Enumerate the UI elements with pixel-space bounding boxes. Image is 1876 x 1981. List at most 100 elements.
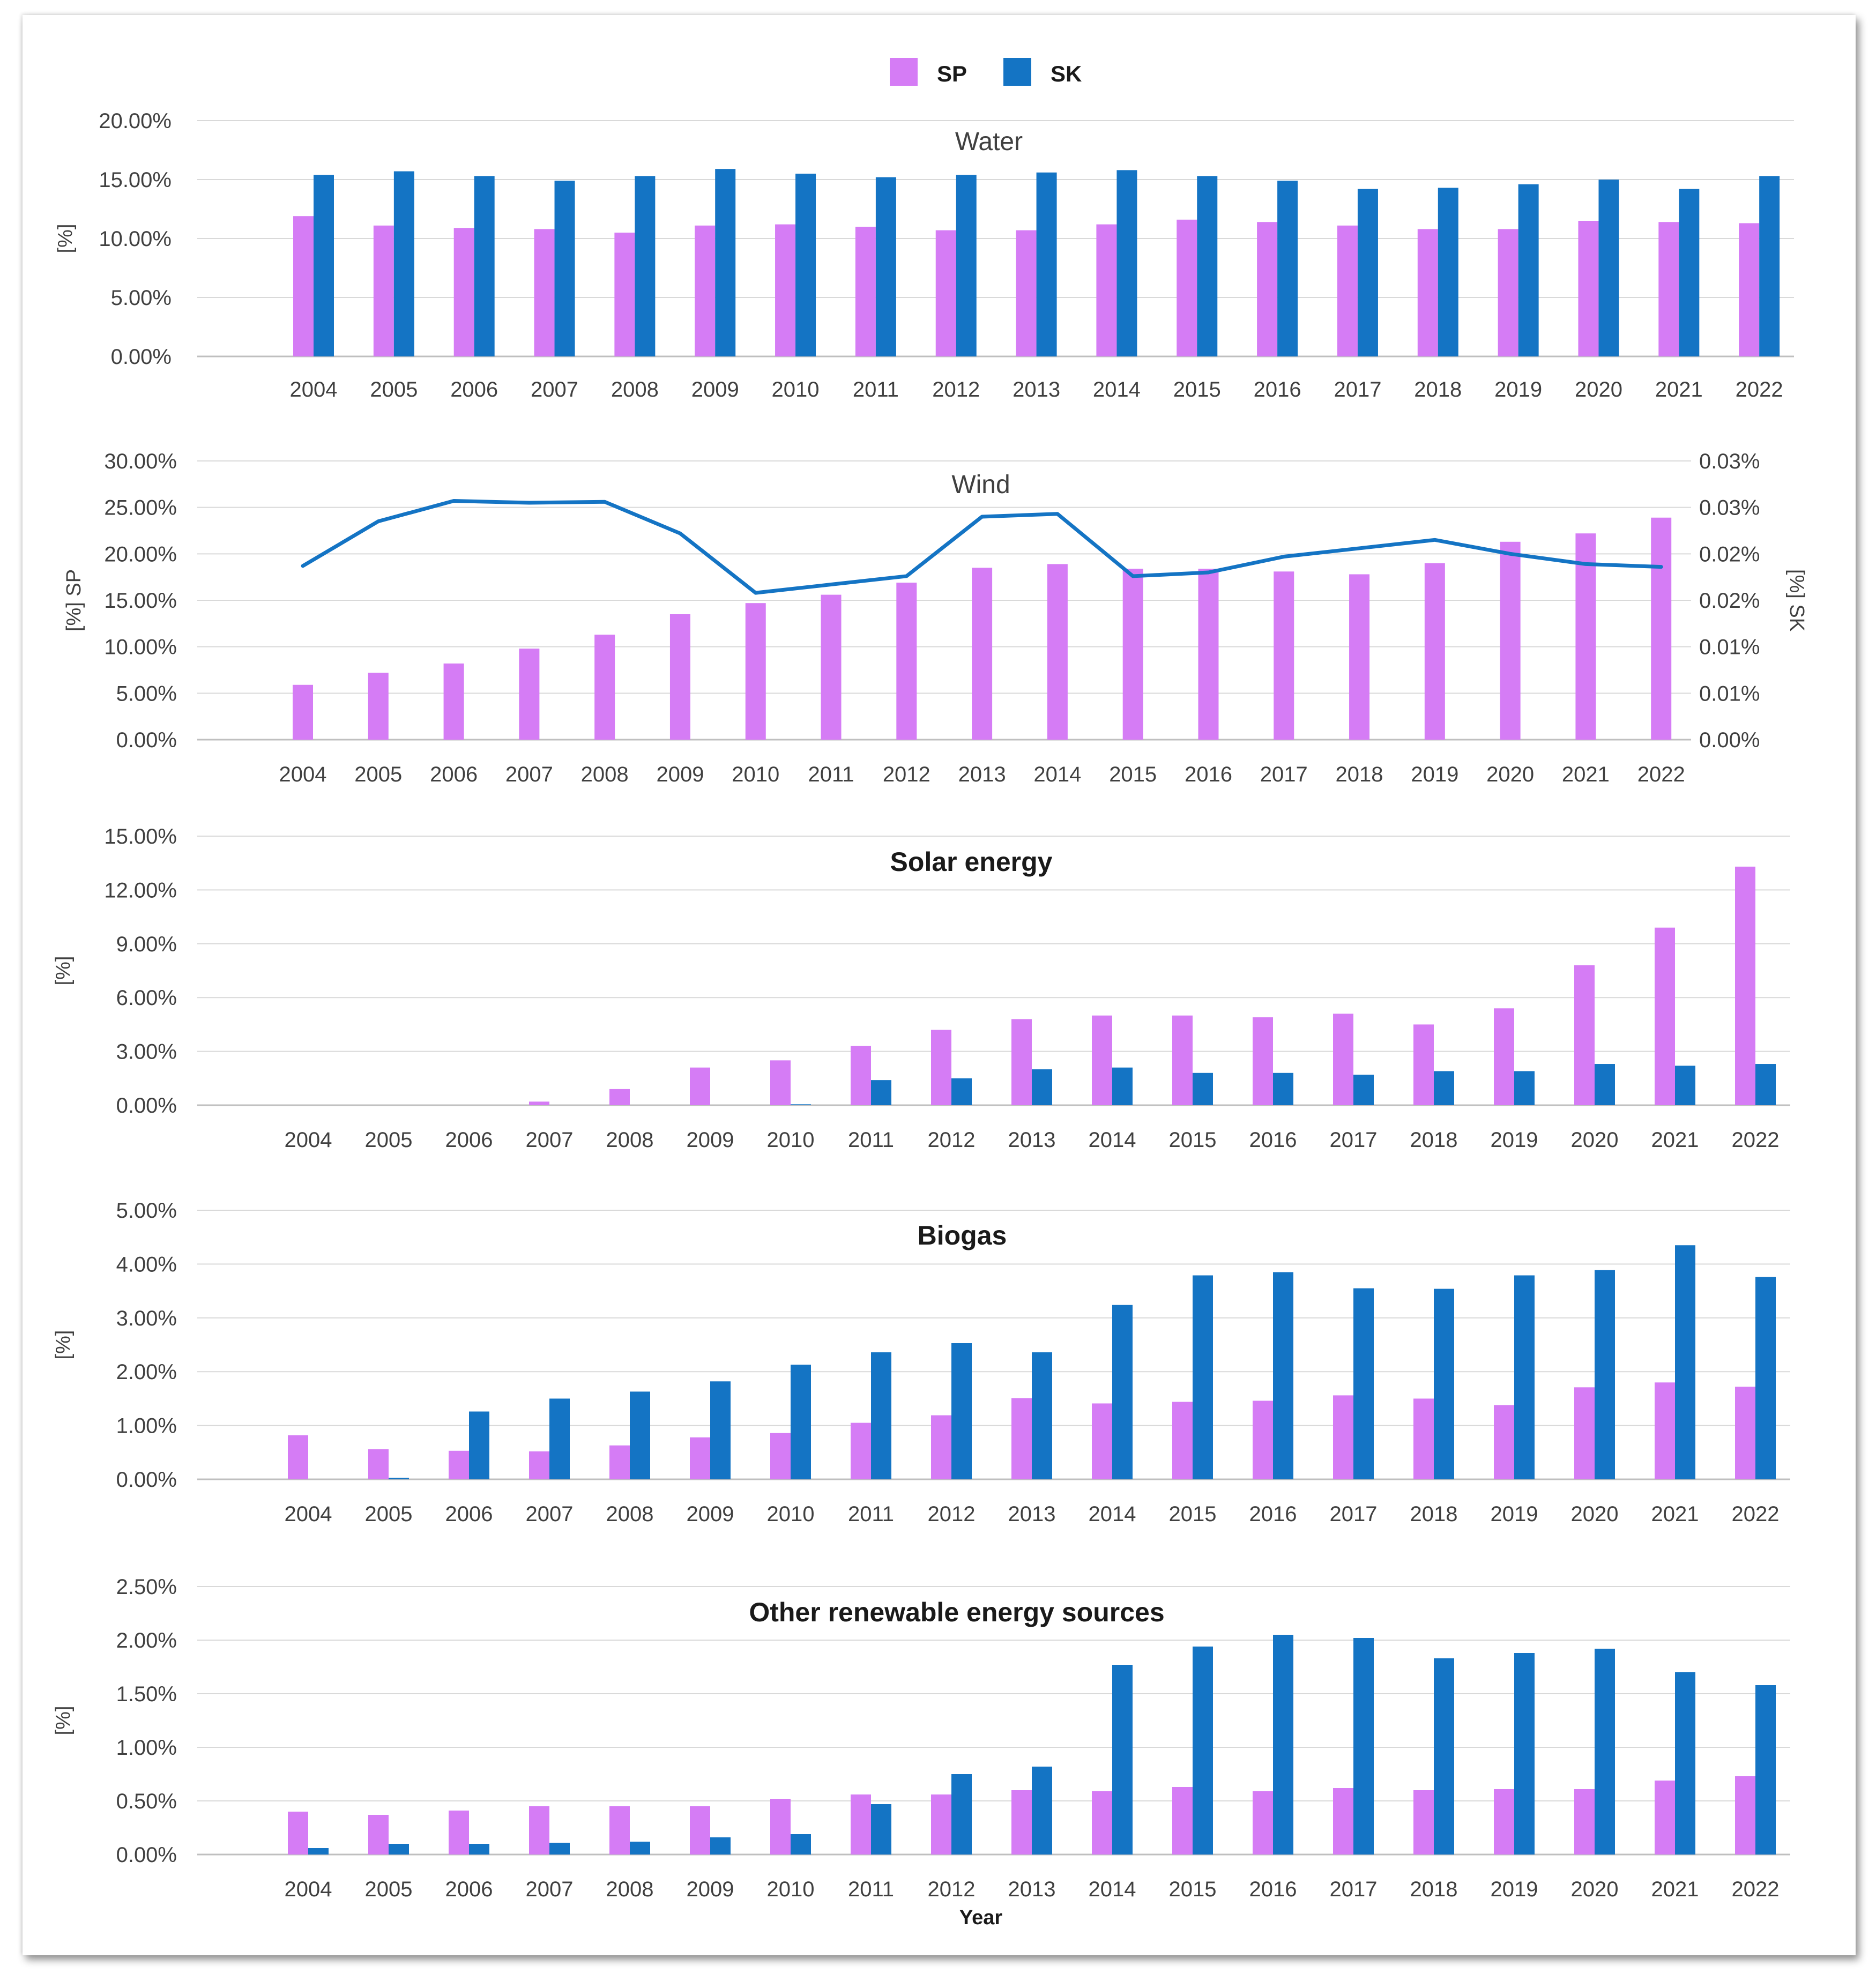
bar-sk-2009 bbox=[715, 169, 736, 356]
x-axis-title: Year bbox=[959, 1906, 1003, 1929]
x-tick-label: 2018 bbox=[1414, 378, 1462, 401]
x-tick-label: 2016 bbox=[1185, 763, 1232, 786]
x-tick-label: 2011 bbox=[853, 378, 899, 401]
bar-sp-2005 bbox=[368, 1815, 389, 1855]
bar-sp-2004 bbox=[288, 1812, 308, 1855]
x-tick-label: 2022 bbox=[1732, 1878, 1780, 1901]
bar-sp-2011 bbox=[851, 1046, 871, 1105]
y-tick-label: 0.00% bbox=[116, 1468, 177, 1492]
panel-1: 0.00% 5.00% 10.00% 15.00% 20.00% 25.00% 30.00%… bbox=[63, 450, 1808, 786]
bar-sp-2008 bbox=[614, 233, 635, 356]
bar-sk-2011 bbox=[871, 1080, 891, 1105]
x-tick-label: 2010 bbox=[732, 763, 779, 786]
bar-sk-2006 bbox=[469, 1411, 489, 1479]
bar-sp-2005 bbox=[368, 673, 389, 740]
bar-sp-2010 bbox=[775, 224, 796, 356]
x-tick-label: 2010 bbox=[772, 378, 820, 401]
bar-sk-2013 bbox=[1032, 1767, 1052, 1855]
bar-sk-2014 bbox=[1116, 170, 1137, 356]
x-tick-label: 2005 bbox=[365, 1878, 413, 1901]
bar-sp-2011 bbox=[855, 227, 876, 356]
bar-sp-2008 bbox=[609, 1806, 630, 1855]
bar-sp-2008 bbox=[609, 1089, 630, 1105]
x-tick-label: 2009 bbox=[687, 1502, 734, 1526]
y-tick-label: 30.00% bbox=[104, 450, 177, 473]
bar-sk-2010 bbox=[791, 1834, 811, 1855]
x-tick-label: 2021 bbox=[1651, 1502, 1699, 1526]
x-tick-label: 2018 bbox=[1336, 763, 1383, 786]
x-tick-label: 2014 bbox=[1089, 1128, 1136, 1152]
bar-sk-2010 bbox=[791, 1365, 811, 1479]
x-tick-label: 2017 bbox=[1334, 378, 1381, 401]
bar-sk-2020 bbox=[1595, 1064, 1615, 1105]
y-tick-label: 20.00% bbox=[99, 109, 172, 133]
bar-sk-2016 bbox=[1273, 1073, 1293, 1105]
bar-sp-2016 bbox=[1198, 569, 1219, 740]
bar-sp-2007 bbox=[529, 1101, 549, 1105]
y2-tick-label: 0.02% bbox=[1699, 542, 1760, 566]
bar-sk-2016 bbox=[1273, 1635, 1293, 1855]
x-tick-label: 2012 bbox=[928, 1502, 976, 1526]
bar-sp-2012 bbox=[896, 583, 917, 740]
bar-sk-2008 bbox=[635, 176, 656, 356]
bar-sp-2010 bbox=[770, 1799, 791, 1855]
bar-sp-2015 bbox=[1172, 1015, 1193, 1105]
bar-sp-2007 bbox=[529, 1806, 549, 1855]
bar-sk-2012 bbox=[951, 1774, 972, 1855]
bar-sk-2011 bbox=[871, 1352, 891, 1479]
x-tick-label: 2021 bbox=[1562, 763, 1610, 786]
x-tick-label: 2020 bbox=[1486, 763, 1534, 786]
y-tick-label: 15.00% bbox=[99, 168, 172, 192]
x-tick-label: 2021 bbox=[1651, 1878, 1699, 1901]
y-tick-label: 0.00% bbox=[116, 1094, 177, 1118]
x-tick-label: 2004 bbox=[285, 1128, 332, 1152]
x-tick-label: 2022 bbox=[1732, 1128, 1780, 1152]
bar-sp-2017 bbox=[1333, 1788, 1353, 1855]
y2-tick-label: 0.00% bbox=[1699, 728, 1760, 752]
bar-sk-2005 bbox=[393, 171, 414, 356]
y-tick-label: 10.00% bbox=[99, 227, 172, 251]
y-axis-label: [%] bbox=[52, 1330, 75, 1360]
bar-sk-2022 bbox=[1755, 1277, 1776, 1479]
bar-sk-2016 bbox=[1273, 1272, 1293, 1479]
bar-sp-2004 bbox=[293, 684, 313, 740]
x-tick-label: 2005 bbox=[370, 378, 418, 401]
x-tick-label: 2019 bbox=[1491, 1128, 1538, 1152]
x-tick-label: 2015 bbox=[1109, 763, 1157, 786]
x-tick-label: 2018 bbox=[1410, 1878, 1458, 1901]
legend-swatch-sp bbox=[890, 58, 918, 86]
x-tick-label: 2016 bbox=[1249, 1502, 1297, 1526]
bar-sp-2010 bbox=[770, 1060, 791, 1105]
bar-sp-2004 bbox=[288, 1435, 308, 1479]
y-tick-label: 5.00% bbox=[116, 1199, 177, 1223]
y-axis-label: [%] bbox=[52, 1706, 75, 1736]
chart-title: Other renewable energy sources bbox=[749, 1597, 1164, 1627]
bar-sk-2022 bbox=[1755, 1064, 1776, 1105]
bar-sk-2014 bbox=[1112, 1305, 1133, 1479]
x-tick-label: 2016 bbox=[1249, 1878, 1297, 1901]
bar-sp-2015 bbox=[1172, 1787, 1193, 1855]
y-tick-label: 1.00% bbox=[116, 1414, 177, 1438]
bar-sk-2012 bbox=[956, 175, 977, 356]
y-tick-label: 15.00% bbox=[104, 589, 177, 613]
y-tick-label: 4.00% bbox=[116, 1253, 177, 1276]
y-tick-label: 5.00% bbox=[116, 682, 177, 705]
y-tick-label: 0.00% bbox=[116, 728, 177, 752]
bar-sk-2015 bbox=[1197, 176, 1218, 356]
bar-sk-2012 bbox=[951, 1078, 972, 1105]
x-tick-label: 2022 bbox=[1637, 763, 1685, 786]
x-tick-label: 2006 bbox=[445, 1502, 493, 1526]
x-tick-label: 2017 bbox=[1330, 1878, 1378, 1901]
x-tick-label: 2011 bbox=[848, 1128, 894, 1152]
y-tick-label: 12.00% bbox=[104, 878, 177, 902]
y-tick-label: 2.00% bbox=[116, 1629, 177, 1652]
chart-title: Water bbox=[955, 128, 1023, 156]
x-tick-label: 2012 bbox=[932, 378, 980, 401]
y-tick-label: 20.00% bbox=[104, 542, 177, 566]
bar-sp-2010 bbox=[770, 1433, 791, 1479]
y-tick-label: 15.00% bbox=[104, 825, 177, 848]
bar-sk-2004 bbox=[308, 1848, 329, 1855]
x-tick-label: 2011 bbox=[808, 763, 854, 786]
bar-sk-2014 bbox=[1112, 1067, 1133, 1105]
x-tick-label: 2019 bbox=[1491, 1878, 1538, 1901]
